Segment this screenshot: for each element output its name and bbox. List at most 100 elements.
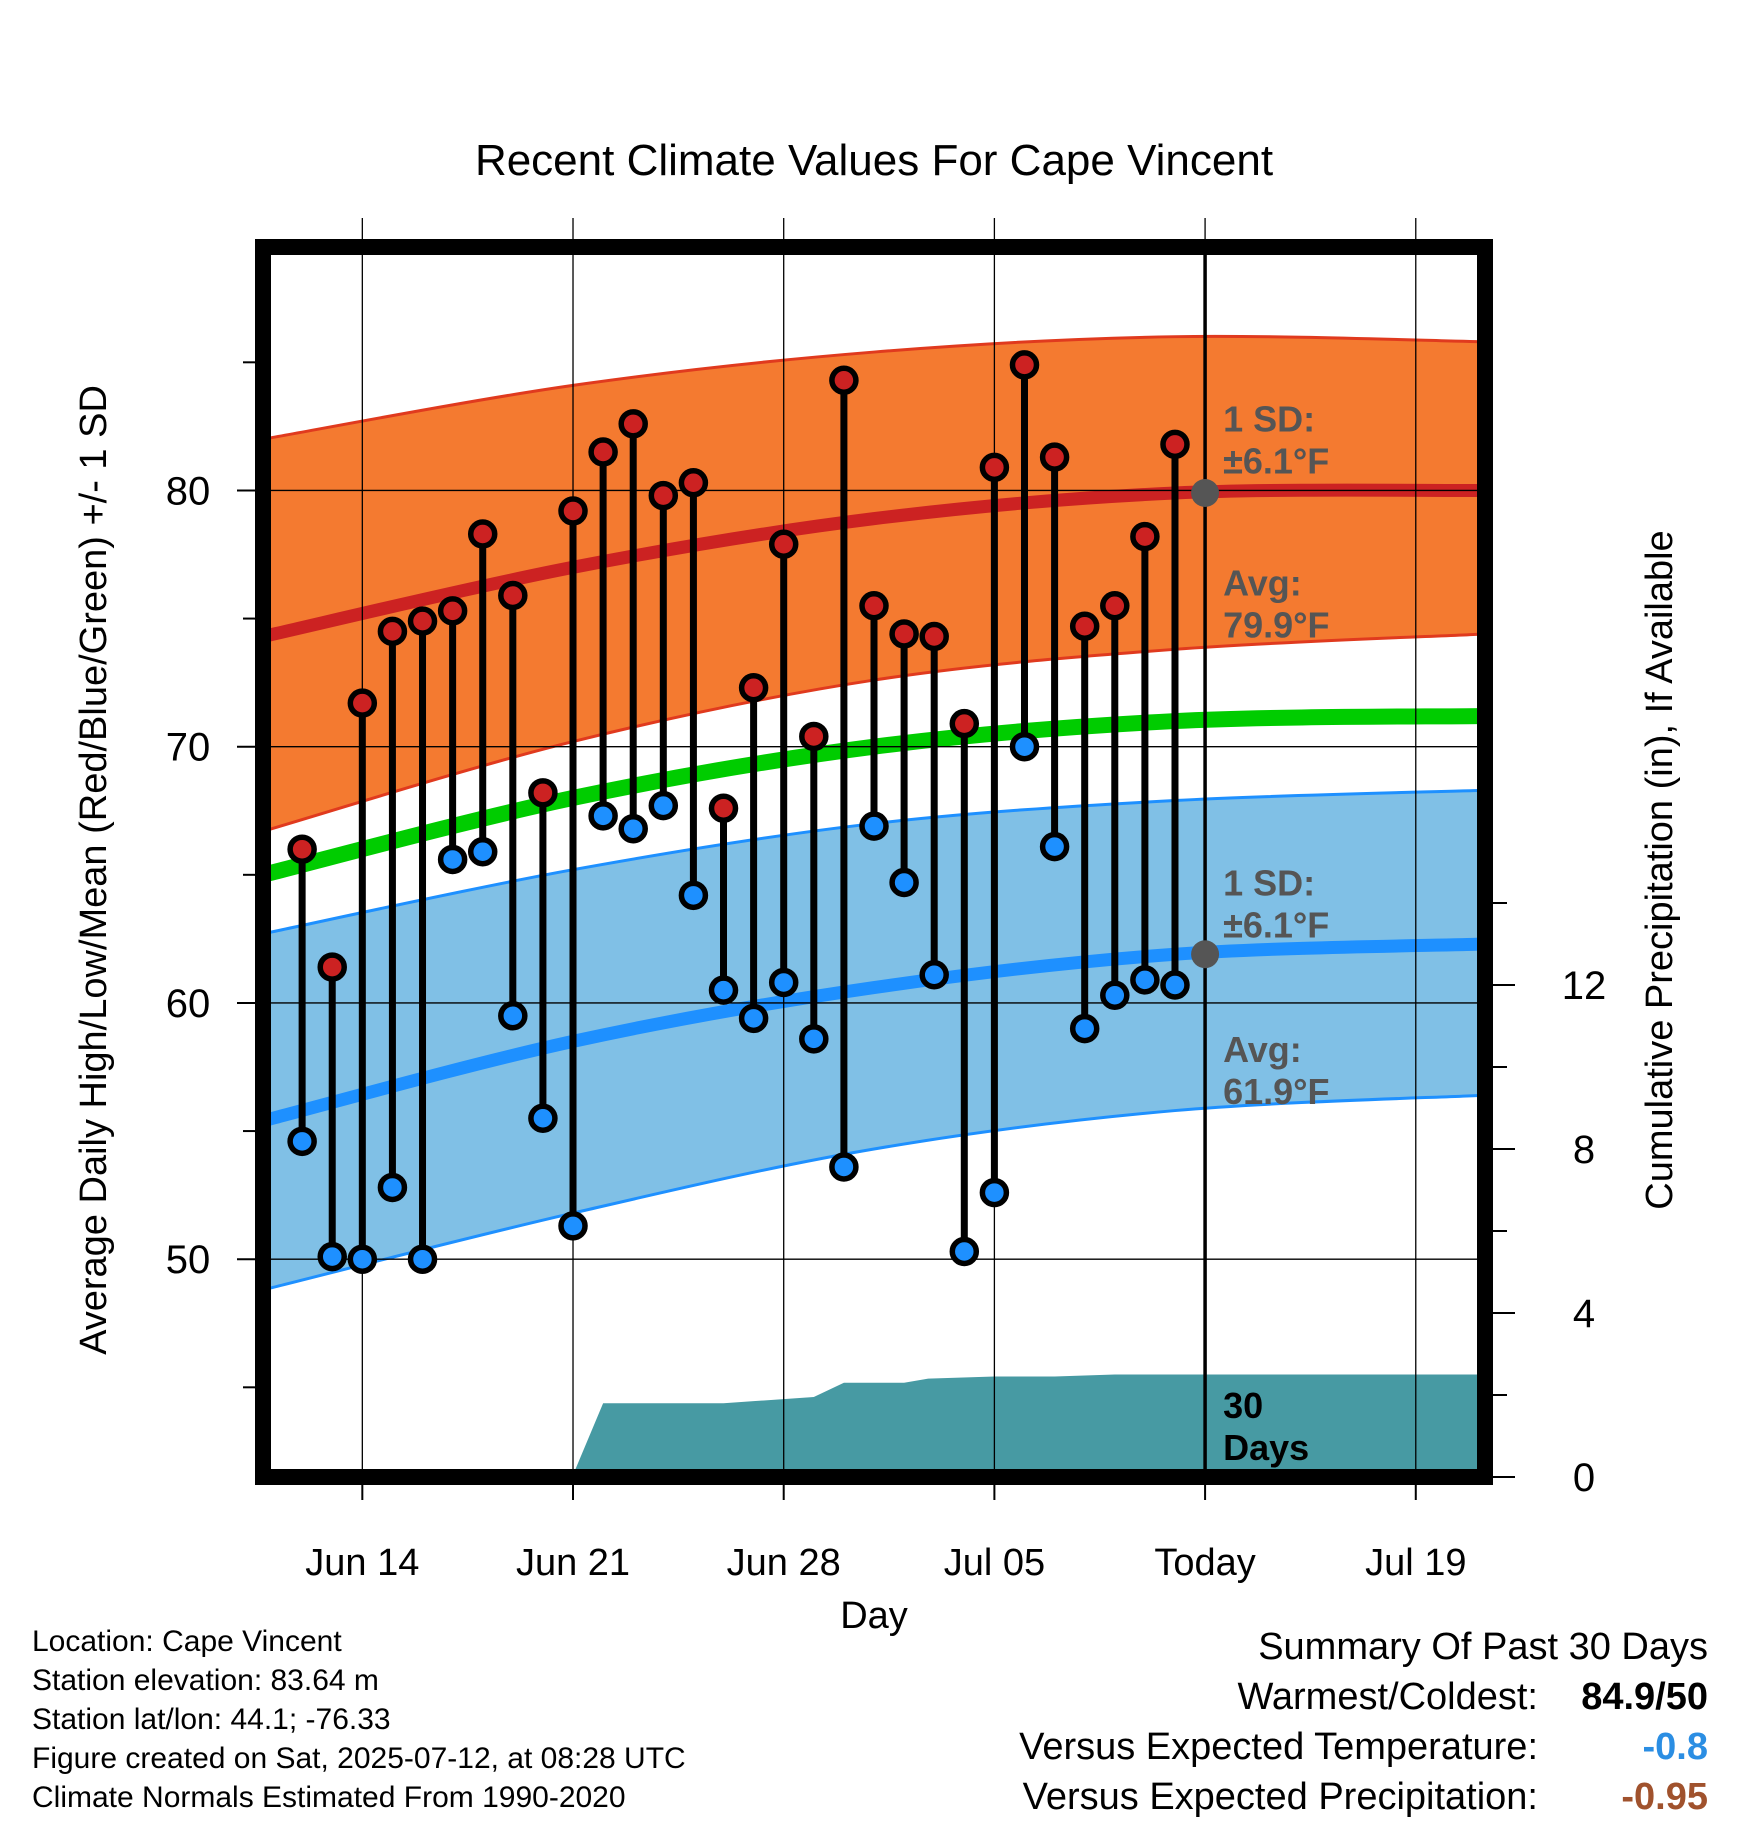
low-point (949, 1236, 980, 1267)
high-point (287, 834, 317, 864)
high-point (919, 621, 949, 652)
low-sd-band (263, 790, 1485, 1290)
high-sd-annotation: 1 SD: ±6.1°F (1223, 399, 1329, 482)
x-tick-label: Jun 14 (305, 1542, 419, 1584)
high-avg-annotation-line: 79.9°F (1223, 605, 1329, 646)
summary-warmest-row: Warmest/Coldest: 84.9/50 (1019, 1672, 1708, 1722)
high-point (618, 409, 648, 439)
high-avg-annotation: Avg: 79.9°F (1223, 563, 1329, 646)
low-point (287, 1126, 317, 1157)
y-tick-label: 70 (166, 726, 211, 770)
x-tick-label: Jul 19 (1365, 1542, 1466, 1584)
low-point (558, 1211, 588, 1241)
low-point (738, 1003, 769, 1034)
low-point (1069, 1013, 1100, 1044)
climate-normals-period: Climate Normals Estimated From 1990-2020 (32, 1781, 626, 1814)
precipitation-area (263, 1374, 1485, 1477)
high-point (1100, 591, 1130, 621)
high-point (648, 480, 679, 511)
y-axis-label-left: Average Daily High/Low/Mean (Red/Blue/Gr… (73, 385, 115, 1355)
summary-heading: Summary Of Past 30 Days (1258, 1626, 1708, 1668)
high-point (317, 952, 347, 982)
low-sd-annotation-line: 1 SD: (1223, 862, 1315, 903)
high-point (829, 365, 859, 395)
low-point (407, 1244, 438, 1274)
high-sd-band (263, 336, 1485, 832)
high-point (859, 591, 889, 621)
low-point (347, 1244, 378, 1274)
low-point (1009, 731, 1040, 762)
y-tick-label: 50 (166, 1238, 211, 1282)
high-point (498, 580, 528, 611)
high-point (708, 793, 739, 823)
low-point (708, 975, 739, 1005)
station-elevation: Station elevation: 83.64 m (32, 1664, 379, 1697)
high-point (1130, 521, 1160, 552)
low-point (799, 1024, 829, 1054)
summary-precip-row: Versus Expected Precipitation: -0.95 (1019, 1772, 1708, 1822)
low-sd-annotation: 1 SD: ±6.1°F (1223, 862, 1329, 945)
high-point (768, 529, 799, 559)
high-point (889, 619, 919, 649)
high-point (1009, 350, 1040, 380)
x-tick-label: Jul 05 (944, 1542, 1045, 1584)
period-annotation: 30 Days (1223, 1385, 1309, 1468)
chart-title: Recent Climate Values For Cape Vincent (475, 136, 1273, 185)
low-point (678, 880, 709, 911)
low-point (919, 960, 949, 990)
high-point (347, 688, 378, 718)
today-high-average-marker (1191, 479, 1220, 507)
x-tick-label: Jun 21 (516, 1542, 630, 1584)
high-point (1160, 429, 1190, 460)
x-tick-label: Today (1154, 1542, 1255, 1584)
temp-departure-value: -0.8 (1642, 1726, 1708, 1768)
high-sd-annotation-line: ±6.1°F (1223, 441, 1329, 482)
precip-tick-label: 4 (1573, 1292, 1595, 1336)
plot-frame (255, 239, 1493, 1485)
temp-departure-label: Versus Expected Temperature: (1019, 1726, 1538, 1768)
precip-departure-value: -0.95 (1621, 1776, 1708, 1818)
low-point (317, 1241, 347, 1272)
precip-tick-label: 8 (1573, 1128, 1595, 1172)
low-point (528, 1103, 558, 1133)
low-sd-lower-edge (263, 1093, 1485, 1292)
station-latlon: Station lat/lon: 44.1; -76.33 (32, 1703, 391, 1736)
summary-panel: Summary Of Past 30 Days Warmest/Coldest:… (1019, 1622, 1708, 1822)
y-tick-label: 60 (166, 982, 211, 1026)
low-point (1130, 965, 1160, 995)
plot-inner (263, 334, 1485, 1477)
y-tick-label: 80 (166, 469, 211, 513)
figure-created: Figure created on Sat, 2025-07-12, at 08… (32, 1742, 686, 1775)
high-point (467, 519, 498, 549)
low-avg-annotation: Avg: 61.9°F (1223, 1029, 1329, 1112)
low-point (889, 867, 919, 898)
high-point (1039, 442, 1070, 472)
high-point (588, 437, 618, 467)
low-point (1039, 831, 1070, 862)
precip-departure-label: Versus Expected Precipitation: (1022, 1776, 1538, 1818)
high-point (528, 778, 558, 808)
high-point (799, 721, 829, 752)
high-point (979, 452, 1010, 483)
high-point (558, 496, 588, 526)
station-info: Location: Cape Vincent Station elevation… (32, 1622, 686, 1817)
x-axis-label: Day (840, 1595, 908, 1637)
high-point (738, 673, 769, 703)
precip-tick-label: 0 (1573, 1456, 1595, 1500)
warmest-value: 84.9/50 (1581, 1676, 1708, 1718)
station-location: Location: Cape Vincent (32, 1625, 342, 1658)
period-annotation-line: 30 (1223, 1385, 1263, 1426)
y-axis-label-right: Cumulative Precipitation (in), If Availa… (1639, 530, 1681, 1209)
high-point (949, 708, 980, 739)
high-sd-annotation-line: 1 SD: (1223, 399, 1315, 440)
high-point (407, 606, 438, 636)
today-low-average-marker (1191, 940, 1220, 969)
low-point (1160, 970, 1190, 1000)
high-point (1069, 611, 1100, 641)
low-point (588, 801, 618, 831)
low-point (377, 1172, 408, 1203)
precip-tick-label: 12 (1562, 964, 1607, 1008)
low-average-line (263, 937, 1485, 1128)
